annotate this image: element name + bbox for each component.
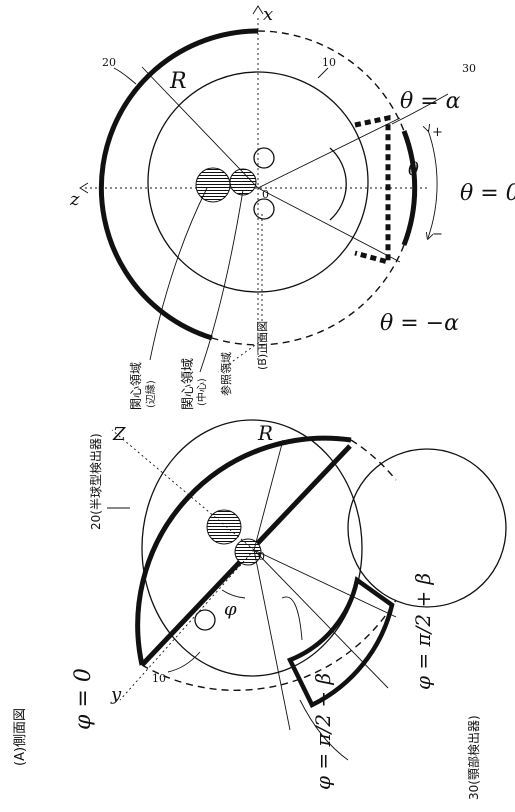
side-phi-plus: φ = π/2 + β [411, 573, 435, 690]
front-leader-roi-center [199, 189, 244, 373]
front-leader-reference [217, 214, 263, 373]
front-origin-label: 0 [262, 188, 269, 201]
front-roi-center-label: 関心領域 [180, 358, 196, 410]
side-head-ref: 10 [152, 672, 166, 685]
front-roi-edge-blob [195, 167, 231, 203]
side-radius-line [253, 439, 284, 551]
side-phi-arc [221, 589, 246, 599]
front-leader-20 [113, 67, 137, 85]
side-ref-circle [194, 609, 216, 631]
side-view: Z y R 0 10 φ φ = 0 φ = π/2 − β φ = π/2 +… [13, 419, 507, 800]
front-leader-30 [391, 93, 449, 125]
front-theta-minus-alpha: θ = −α [380, 311, 459, 336]
side-axis-z-label: Z [112, 424, 126, 445]
side-phi-line-plus [253, 549, 397, 618]
front-detector-solid-arc-right [401, 130, 418, 246]
side-leader-30 [299, 699, 349, 761]
side-neck-circle [347, 448, 507, 608]
side-phi-minus: φ = π/2 − β [311, 673, 335, 790]
front-leader-roi-edge [149, 187, 208, 361]
front-mouth-arc [329, 147, 347, 221]
front-theta-alpha: θ = α [400, 89, 461, 114]
front-roi-edge-label: 関心領域 [128, 362, 143, 410]
front-ref-circle-top [253, 147, 275, 169]
side-y-axis [119, 549, 255, 701]
side-detector-dashed-arc [141, 599, 397, 691]
front-reference-label: 参照領域 [219, 352, 233, 396]
front-leader-10 [317, 67, 329, 79]
front-jaw-ref: 30 [462, 62, 476, 75]
front-detector-solid-arc [98, 28, 259, 341]
side-view-caption: (A)側面図 [13, 708, 28, 766]
front-head-ref: 10 [322, 56, 336, 69]
front-roi-edge-sub: (辺縁) [144, 380, 157, 408]
side-z-axis [111, 429, 255, 551]
front-roi-center-sub: (中心) [195, 378, 208, 406]
side-detector-solid-arc [135, 435, 352, 666]
front-ref-circle-bottom [253, 198, 275, 220]
front-head-circle [147, 71, 369, 293]
front-view-caption: (B)正面図 [256, 321, 269, 370]
front-theta-line-minus [257, 187, 401, 263]
side-phi-arc-label: φ [224, 599, 237, 620]
front-detector-dashed-arc [257, 30, 405, 132]
side-roi-edge-blob [206, 509, 242, 545]
front-radius-label: R [169, 69, 187, 94]
front-radius-line [141, 66, 259, 189]
front-view: x z R 0 20 10 30 θ = α θ = 0 θ = −α θ + … [69, 4, 515, 410]
front-axis-z-label: z [69, 189, 80, 210]
front-detector-ref: 20 [102, 56, 116, 69]
side-origin-label: 0 [258, 550, 265, 563]
front-x-arrowhead [252, 5, 264, 15]
front-theta-zero: θ = 0 [460, 181, 515, 206]
front-theta-arc-arrow [428, 130, 438, 238]
side-roi-center-blob [234, 538, 262, 566]
front-plus-sign: + [432, 125, 443, 140]
side-jaw-detector-label: 30(顎部検出器) [466, 715, 481, 800]
side-detector-label: 20(半球型検出器) [89, 433, 103, 530]
front-minus-sign: − [432, 227, 443, 242]
side-phi-zero: φ = 0 [71, 668, 96, 730]
side-axis-y-label: y [110, 684, 122, 705]
front-z-arrowhead [79, 182, 89, 194]
side-detector-dashed-arc-upper [350, 439, 397, 481]
front-roi-center-blob [229, 168, 257, 196]
front-jaw-detector [354, 114, 391, 266]
side-phi-line-mid [253, 549, 389, 689]
side-radius-label: R [257, 421, 273, 445]
side-leader-10 [167, 651, 201, 673]
front-axis-x-label: x [263, 4, 273, 25]
front-theta-arc-label: θ [408, 159, 419, 180]
side-jaw-detector [286, 576, 395, 709]
side-phi-line-minus [253, 549, 291, 731]
side-jaw-curve [281, 596, 303, 641]
front-theta-line-plus [257, 117, 401, 189]
side-head-oval [141, 419, 363, 677]
